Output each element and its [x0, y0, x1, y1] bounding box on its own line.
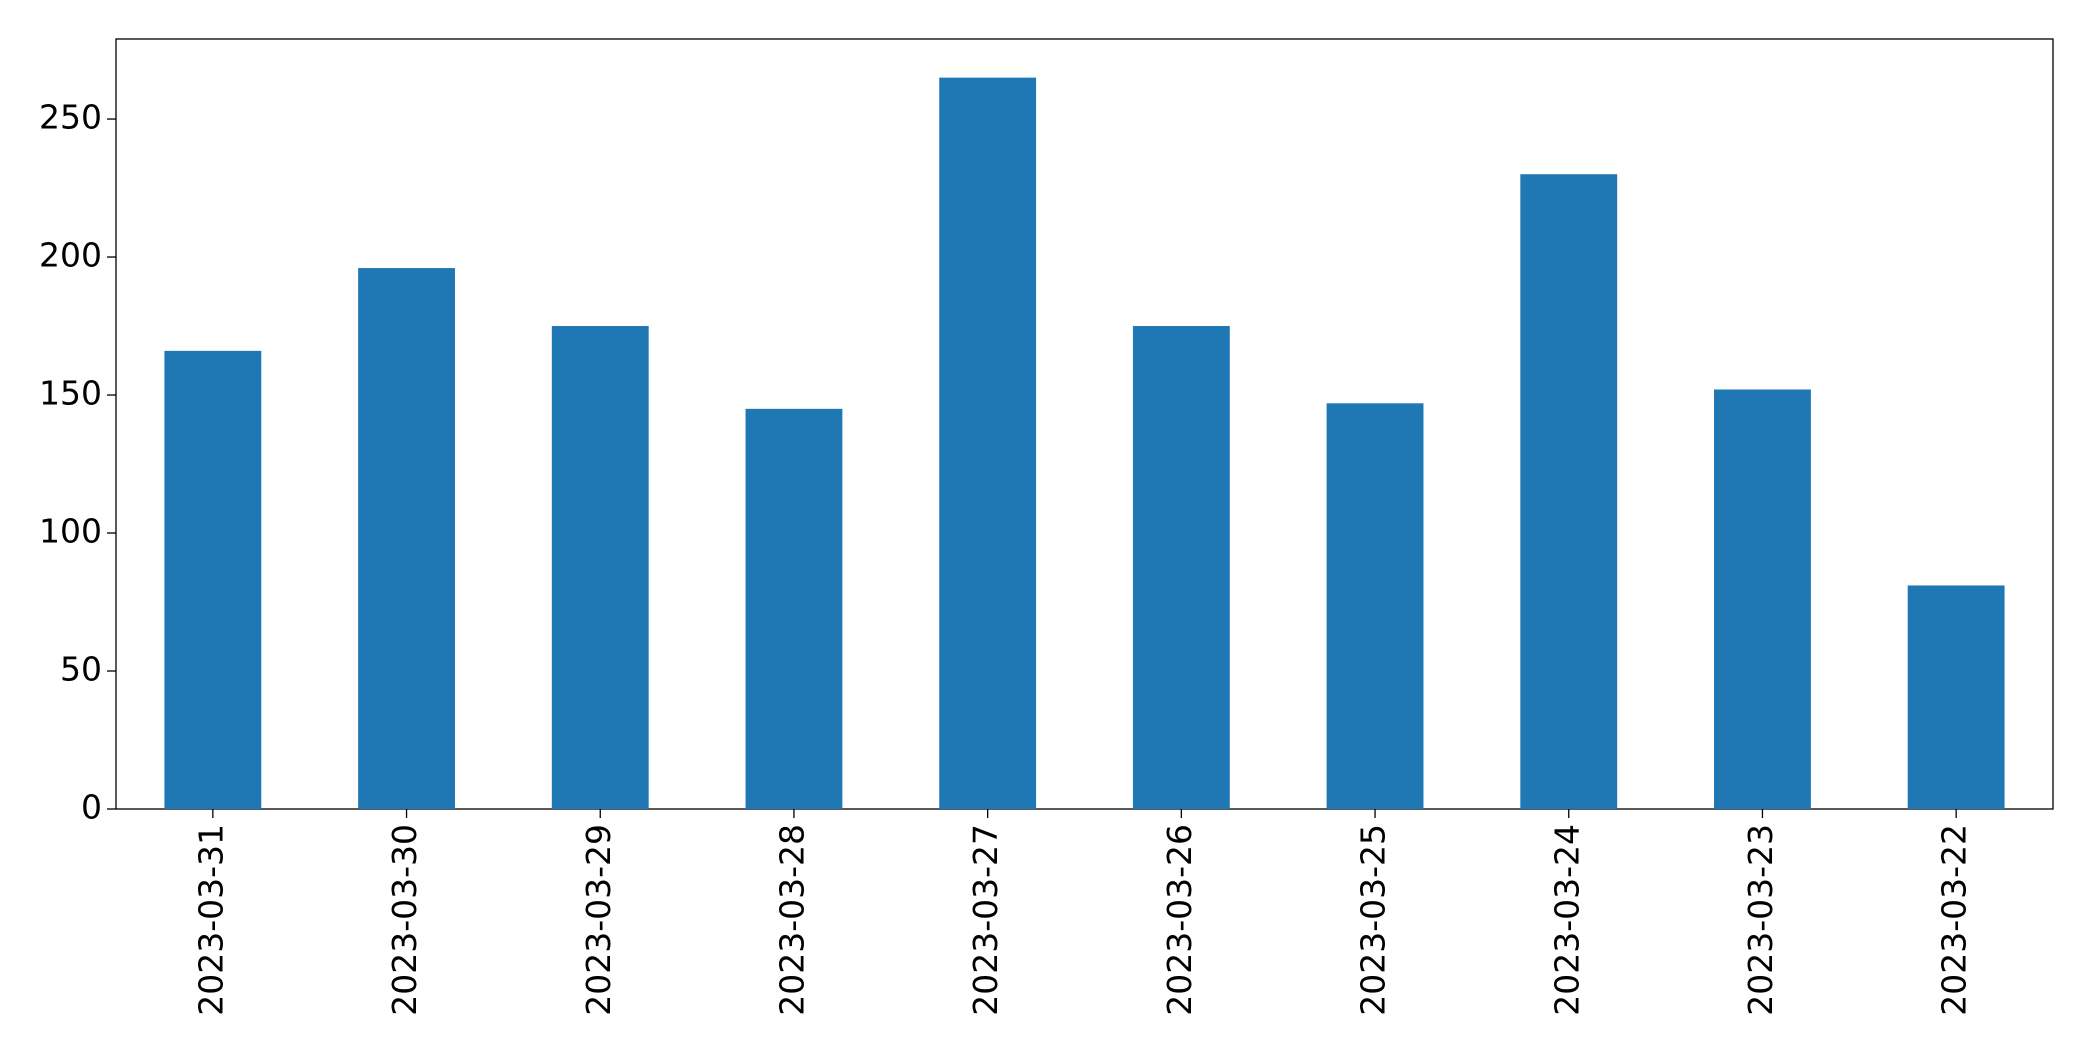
plot-frame — [115, 38, 2054, 810]
bar — [1326, 403, 1424, 809]
bar — [1907, 585, 2005, 809]
bar — [551, 326, 649, 809]
x-tick-label: 2023-03-29 — [579, 824, 618, 1016]
bar — [939, 77, 1037, 809]
bar — [1132, 326, 1230, 809]
bar — [745, 408, 843, 809]
y-tick-label: 200 — [39, 236, 102, 275]
x-tick-label: 2023-03-26 — [1160, 824, 1199, 1016]
x-tick-label: 2023-03-27 — [966, 824, 1005, 1016]
y-tick-label: 0 — [81, 788, 102, 827]
y-tick-label: 100 — [39, 512, 102, 551]
y-tick-label: 50 — [60, 650, 102, 689]
x-tick-label: 2023-03-23 — [1741, 824, 1780, 1016]
bar — [358, 268, 455, 809]
x-tick-label: 2023-03-24 — [1547, 824, 1586, 1016]
y-tick-label: 150 — [39, 374, 102, 413]
x-tick-label: 2023-03-25 — [1354, 824, 1393, 1016]
bar — [164, 350, 262, 809]
bar — [1714, 389, 1811, 809]
x-tick-label: 2023-03-30 — [385, 824, 424, 1016]
y-tick-label: 250 — [39, 98, 102, 137]
x-tick-label: 2023-03-22 — [1935, 824, 1974, 1016]
bar — [1520, 174, 1618, 809]
x-tick-label: 2023-03-31 — [191, 824, 230, 1016]
x-tick-label: 2023-03-28 — [772, 824, 811, 1016]
